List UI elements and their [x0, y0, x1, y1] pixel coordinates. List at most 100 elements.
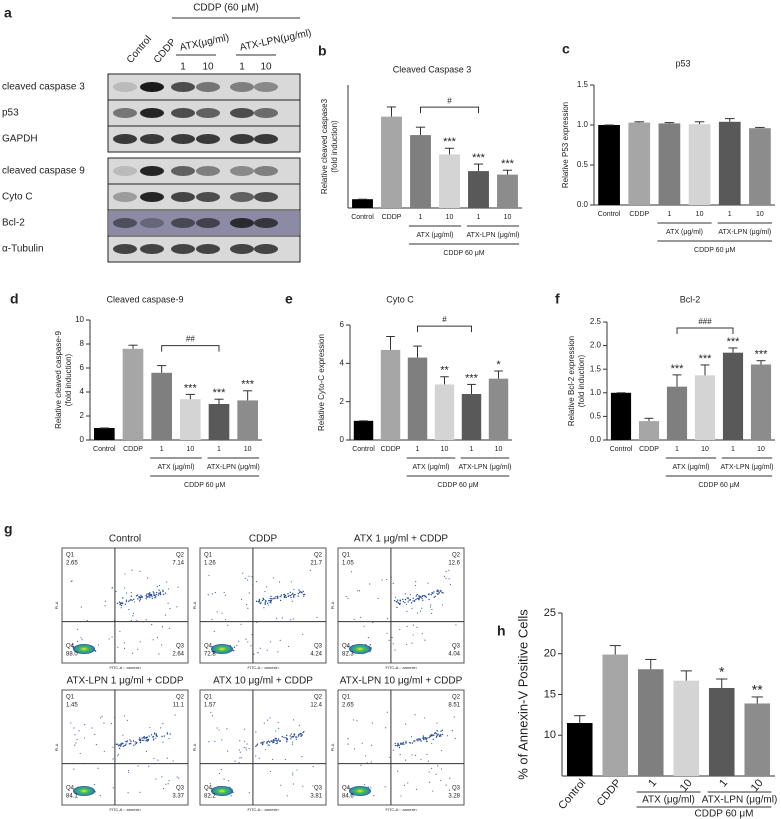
quadrant-value: 84.1 — [66, 794, 78, 800]
event-dot — [166, 757, 168, 759]
event-dot — [398, 746, 401, 749]
event-dot — [141, 739, 144, 742]
event-dot — [214, 591, 216, 594]
quadrant-name: Q1 — [342, 695, 351, 701]
y-axis-label: Relative P53 expression — [561, 102, 570, 188]
event-dot — [408, 742, 411, 744]
chart-title: Bcl-2 — [680, 294, 701, 304]
event-dot — [357, 590, 359, 592]
error-bar — [574, 715, 586, 724]
event-dot — [147, 577, 149, 579]
event-dot — [386, 632, 388, 634]
significance-label: *** — [443, 136, 457, 148]
blot-band — [196, 244, 220, 254]
significance-label: *** — [241, 379, 255, 391]
axis-label: PI-A — [54, 743, 59, 751]
blot-band — [196, 134, 220, 144]
event-dot — [301, 756, 303, 758]
event-dot — [275, 737, 277, 740]
event-dot — [292, 618, 294, 620]
significance-label: *** — [213, 387, 227, 399]
event-dot — [130, 598, 132, 601]
event-dot — [446, 735, 449, 737]
significance-label: ** — [440, 365, 449, 377]
event-dot — [97, 767, 99, 769]
event-dot — [166, 581, 168, 583]
event-dot — [146, 736, 149, 738]
y-tick-label: 1.5 — [577, 80, 589, 89]
x-tick-label: 1 — [217, 446, 221, 453]
event-dot — [144, 737, 146, 739]
error-bar — [214, 398, 224, 404]
quadrant-value: 7.14 — [172, 561, 184, 567]
event-dot — [83, 737, 86, 739]
significance-label: *** — [671, 363, 685, 375]
bar — [658, 123, 681, 205]
event-dot — [86, 619, 88, 622]
event-dot — [167, 602, 169, 604]
blot-band — [113, 218, 137, 228]
event-dot — [360, 764, 362, 766]
event-dot — [261, 741, 263, 744]
event-dot — [359, 616, 362, 618]
event-dot — [238, 761, 240, 764]
event-dot — [427, 582, 429, 584]
event-dot — [394, 649, 396, 651]
event-dot — [268, 600, 270, 602]
event-dot — [412, 634, 414, 636]
axis-label: PI-A — [54, 601, 59, 609]
bar — [461, 394, 482, 440]
event-dot — [256, 744, 258, 746]
blot-band — [254, 192, 278, 202]
event-dot — [162, 590, 164, 593]
event-dot — [404, 723, 407, 725]
event-dot — [453, 648, 456, 650]
event-dot — [449, 777, 451, 779]
bar — [352, 199, 373, 208]
event-dot — [408, 599, 410, 601]
event-dot — [94, 650, 97, 652]
event-dot — [156, 636, 159, 638]
event-dot — [119, 630, 121, 632]
blot-band — [140, 192, 164, 202]
event-dot — [269, 770, 272, 773]
event-dot — [304, 593, 306, 596]
blot-band — [230, 108, 254, 118]
event-dot — [416, 738, 418, 740]
blot-band — [171, 244, 195, 254]
event-dot — [437, 734, 439, 736]
event-dot — [413, 600, 416, 602]
event-dot — [345, 595, 347, 598]
event-dot — [363, 625, 365, 627]
event-dot — [283, 596, 286, 599]
group-label: ATX-LPN (μg/ml) — [718, 229, 771, 236]
event-dot — [128, 608, 130, 611]
event-dot — [207, 594, 209, 596]
event-dot — [100, 717, 102, 719]
event-dot — [410, 736, 413, 738]
event-dot — [272, 741, 274, 744]
event-dot — [126, 741, 128, 743]
bar — [94, 428, 115, 440]
comparison-label: ## — [186, 335, 195, 344]
bar — [688, 124, 711, 205]
event-dot — [162, 787, 165, 790]
event-dot — [121, 602, 124, 605]
bar — [637, 669, 664, 776]
event-dot — [139, 598, 141, 601]
event-dot — [296, 769, 298, 771]
event-dot — [133, 601, 136, 603]
blot-band — [196, 192, 220, 202]
event-dot — [423, 738, 425, 741]
event-dot — [129, 739, 131, 741]
blot-band — [254, 166, 278, 176]
event-dot — [293, 588, 295, 591]
event-dot — [361, 742, 363, 744]
event-dot — [369, 651, 371, 653]
quadrant-value: 82.3 — [342, 652, 354, 658]
event-dot — [416, 612, 419, 614]
event-dot — [428, 781, 431, 783]
event-dot — [118, 747, 121, 750]
dose-label: 10 — [202, 62, 214, 73]
quadrant-name: Q4 — [66, 786, 75, 792]
